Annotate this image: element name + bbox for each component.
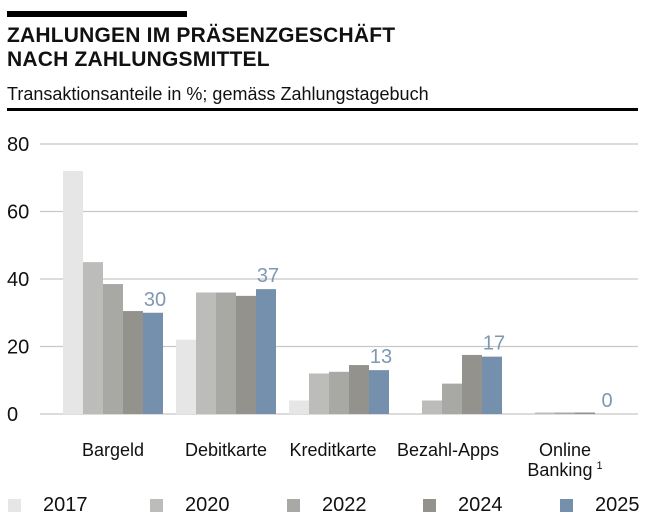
x-tick-label-line: Banking — [527, 460, 592, 480]
x-tick-label: Debitkarte — [185, 440, 267, 460]
data-label: 17 — [483, 333, 505, 355]
bar-kreditkarte-2025 — [369, 370, 389, 414]
bar-bezahl-apps-2020 — [422, 400, 442, 414]
bar-debitkarte-2020 — [196, 292, 216, 414]
bar-bargeld-2025 — [143, 312, 163, 414]
bar-debitkarte-2017 — [176, 339, 196, 414]
x-tick-label: Bargeld — [82, 440, 144, 460]
legend-swatch — [8, 499, 21, 512]
bar-bargeld-2017 — [63, 171, 83, 414]
bar-debitkarte-2025 — [256, 289, 276, 414]
chart-title: ZAHLUNGEN IM PRÄSENZGESCHÄFT NACH ZAHLUN… — [7, 24, 395, 72]
header-rule — [7, 108, 638, 111]
legend-label: 2024 — [458, 494, 503, 516]
bar-bargeld-2020 — [83, 262, 103, 414]
chart-title-line-1: ZAHLUNGEN IM PRÄSENZGESCHÄFT — [7, 24, 396, 47]
legend-label: 2020 — [185, 494, 230, 516]
y-tick-label: 80 — [7, 134, 29, 156]
bar-bargeld-2024 — [123, 311, 143, 414]
bars — [63, 171, 595, 414]
legend-item-2022: 2022 — [287, 494, 367, 517]
legend-item-2017: 2017 — [8, 494, 88, 517]
legend-label: 2025 — [595, 494, 640, 516]
legend-item-2020: 2020 — [150, 494, 230, 517]
x-tick-label: Online Banking 1 — [527, 440, 602, 480]
x-tick-label-line: Bargeld — [82, 440, 144, 460]
x-tick-label: Bezahl-Apps — [397, 440, 499, 460]
y-tick-label: 20 — [7, 337, 29, 359]
legend-item-2025: 2025 — [560, 494, 640, 517]
x-tick-label-line: Debitkarte — [185, 440, 267, 460]
data-labels: 30 37 13 17 0 — [144, 265, 613, 412]
bar-chart: 0 20 40 60 80 30 37 13 17 0 Bargeld Debitkarte Kre… — [7, 134, 638, 480]
y-tick-label: 0 — [7, 404, 18, 426]
bar-bezahl-apps-2022 — [442, 383, 462, 414]
x-tick-label: Kreditkarte — [289, 440, 376, 460]
bar-online-banking-2020 — [535, 412, 555, 414]
bar-debitkarte-2024 — [236, 295, 256, 414]
bar-kreditkarte-2024 — [349, 365, 369, 414]
x-axis-labels: Bargeld Debitkarte Kreditkarte Bezahl-Apps O… — [82, 440, 603, 480]
footnote-mark: 1 — [596, 460, 602, 472]
legend-swatch — [150, 499, 163, 512]
y-tick-label: 60 — [7, 202, 29, 224]
x-tick-label-line: Kreditkarte — [289, 440, 376, 460]
data-label: 0 — [601, 390, 612, 412]
bar-bezahl-apps-2025 — [482, 356, 502, 414]
legend-item-2024: 2024 — [423, 494, 503, 517]
bar-kreditkarte-2022 — [329, 371, 349, 414]
x-tick-label-line: Bezahl-Apps — [397, 440, 499, 460]
data-label: 30 — [144, 289, 166, 311]
y-axis-ticks: 0 20 40 60 80 — [7, 134, 29, 426]
legend-label: 2022 — [322, 494, 367, 516]
y-tick-label: 40 — [7, 269, 29, 291]
bar-bargeld-2022 — [103, 284, 123, 414]
legend: 2017 2020 2022 2024 2025 — [0, 494, 646, 520]
chart-title-line-2: NACH ZAHLUNGSMITTEL — [7, 48, 270, 71]
legend-label: 2017 — [43, 494, 88, 516]
bar-debitkarte-2022 — [216, 292, 236, 414]
bar-kreditkarte-2017 — [289, 400, 309, 414]
legend-swatch — [287, 499, 300, 512]
bar-bezahl-apps-2024 — [462, 354, 482, 414]
legend-swatch — [423, 499, 436, 512]
bar-online-banking-2022 — [555, 412, 575, 414]
bar-kreditkarte-2020 — [309, 373, 329, 414]
legend-swatch — [560, 499, 573, 512]
chart-subtitle: Transaktionsanteile in %; gemäss Zahlung… — [7, 84, 429, 104]
data-label: 37 — [257, 265, 279, 287]
data-label: 13 — [370, 346, 392, 368]
x-tick-label-line: Online — [539, 440, 591, 460]
title-accent-bar — [7, 11, 187, 17]
bar-online-banking-2024 — [575, 412, 595, 414]
